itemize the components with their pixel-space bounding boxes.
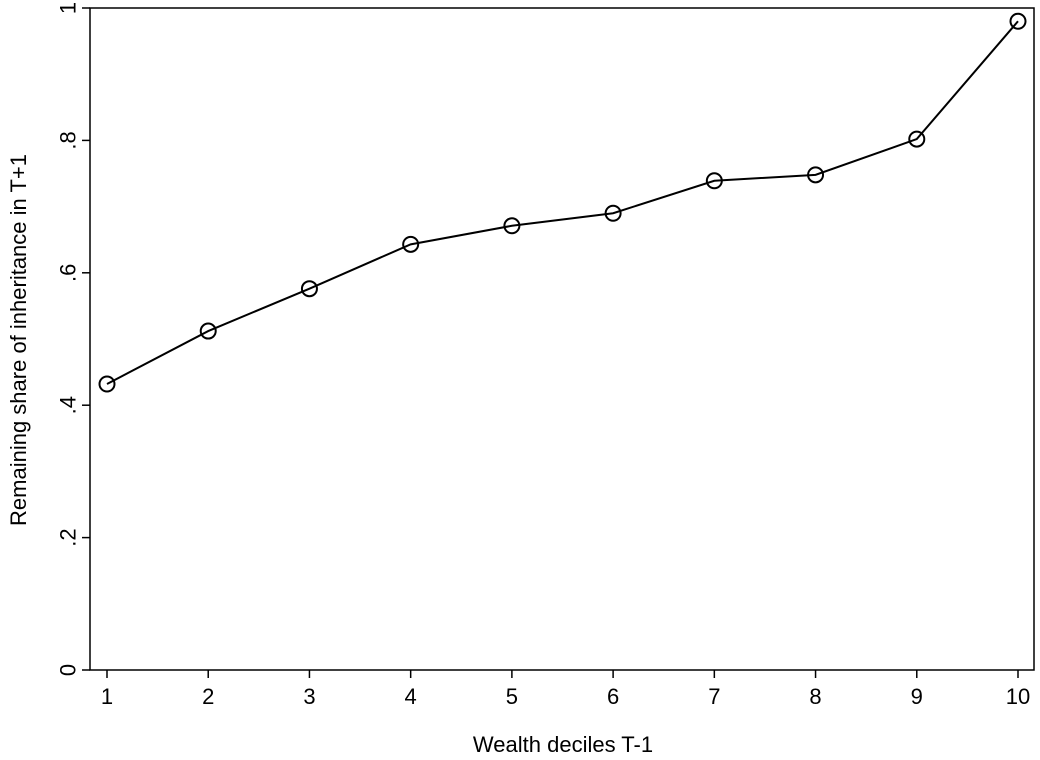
y-tick-label: .6 (56, 264, 81, 282)
plot-border (89, 7, 1035, 671)
x-tick-label: 7 (708, 684, 720, 709)
data-point (604, 204, 622, 222)
y-tick-label: .8 (56, 131, 81, 149)
data-point (908, 130, 926, 148)
x-tick-label: 5 (506, 684, 518, 709)
x-tick-label: 2 (202, 684, 214, 709)
x-tick-label: 1 (101, 684, 113, 709)
y-axis-title: Remaining share of inheritance in T+1 (6, 154, 31, 526)
plot-area (89, 7, 1035, 671)
series-layer (98, 12, 1027, 393)
x-tick-label: 6 (607, 684, 619, 709)
y-tick-label: .4 (56, 396, 81, 414)
x-axis-title: Wealth deciles T-1 (473, 732, 653, 757)
x-axis: 1 2 3 4 5 6 7 8 9 10 (101, 670, 1030, 709)
x-tick-label: 3 (303, 684, 315, 709)
x-tick-label: 10 (1006, 684, 1030, 709)
data-point (98, 375, 116, 393)
y-tick-label: 0 (56, 664, 81, 676)
data-point (1009, 12, 1027, 30)
data-point (503, 217, 521, 235)
data-point (300, 280, 318, 298)
data-point (705, 172, 723, 190)
y-tick-label: .2 (56, 528, 81, 546)
data-point (807, 166, 825, 184)
data-point (402, 235, 420, 253)
data-point (199, 322, 217, 340)
x-tick-label: 8 (809, 684, 821, 709)
y-tick-label: 1 (56, 2, 81, 14)
x-tick-label: 4 (405, 684, 417, 709)
y-axis: 0 .2 .4 .6 .8 1 (56, 2, 90, 676)
x-tick-label: 9 (911, 684, 923, 709)
series-line (106, 20, 1019, 385)
